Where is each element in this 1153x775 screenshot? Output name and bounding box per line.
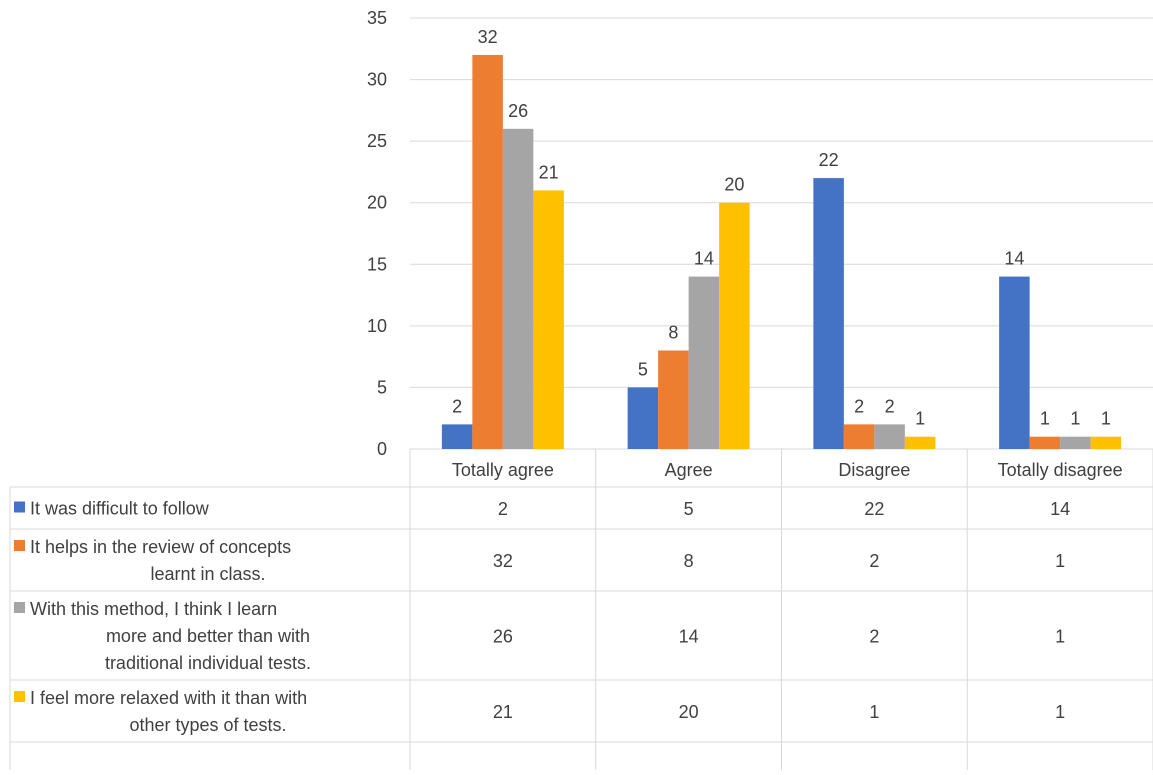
data-label: 2 xyxy=(452,396,462,416)
table-cell-value: 1 xyxy=(869,702,879,722)
legend-label: other types of tests. xyxy=(129,715,286,735)
data-label: 8 xyxy=(668,322,678,342)
data-label: 22 xyxy=(819,150,839,170)
bar xyxy=(472,54,503,449)
table-cell-value: 5 xyxy=(684,499,694,519)
table-cell-value: 2 xyxy=(869,551,879,571)
table-cell-value: 14 xyxy=(1050,499,1070,519)
legend-swatch xyxy=(14,691,25,702)
data-label: 14 xyxy=(1004,249,1024,269)
legend-label: It was difficult to follow xyxy=(30,499,210,519)
category-label: Disagree xyxy=(838,460,910,480)
table-cell-value: 32 xyxy=(493,551,513,571)
category-label: Totally agree xyxy=(452,460,554,480)
bar xyxy=(627,387,659,449)
table-cell-value: 2 xyxy=(498,499,508,519)
y-tick-label: 15 xyxy=(367,254,387,274)
legend-swatch xyxy=(14,602,25,613)
bar xyxy=(999,276,1030,449)
legend-label: It helps in the review of concepts xyxy=(30,537,291,557)
data-label: 26 xyxy=(508,101,528,121)
data-label: 14 xyxy=(694,249,714,269)
table-cell-value: 1 xyxy=(1055,627,1065,647)
legend-label: more and better than with xyxy=(106,626,310,646)
bar xyxy=(843,424,875,449)
bar xyxy=(441,424,473,449)
legend-label: I feel more relaxed with it than with xyxy=(30,688,307,708)
table-cell-value: 14 xyxy=(679,627,699,647)
bar xyxy=(904,436,936,449)
data-label: 5 xyxy=(638,359,648,379)
table-cell-value: 21 xyxy=(493,702,513,722)
data-label: 2 xyxy=(885,396,895,416)
y-tick-label: 0 xyxy=(377,439,387,459)
table-cell-value: 22 xyxy=(864,499,884,519)
data-label: 2 xyxy=(854,396,864,416)
data-label: 1 xyxy=(1040,409,1050,429)
legend-label: traditional individual tests. xyxy=(105,653,311,673)
legend-swatch xyxy=(14,540,25,551)
legend-label: With this method, I think I learn xyxy=(30,599,277,619)
data-label: 20 xyxy=(724,175,744,195)
table-cell-value: 1 xyxy=(1055,702,1065,722)
table-cell-value: 8 xyxy=(684,551,694,571)
bar xyxy=(688,276,720,449)
bar xyxy=(658,350,689,449)
y-tick-label: 35 xyxy=(367,8,387,28)
y-tick-label: 20 xyxy=(367,193,387,213)
y-tick-label: 5 xyxy=(377,377,387,397)
y-tick-label: 30 xyxy=(367,70,387,90)
table-cell-value: 20 xyxy=(679,702,699,722)
bar xyxy=(874,424,905,449)
bar xyxy=(502,128,534,450)
bar xyxy=(1090,436,1122,449)
data-label: 1 xyxy=(915,409,925,429)
data-label: 1 xyxy=(1101,409,1111,429)
data-label: 1 xyxy=(1070,409,1080,429)
table-cell-value: 1 xyxy=(1055,551,1065,571)
bar xyxy=(1060,436,1091,449)
table-cell-value: 26 xyxy=(493,627,513,647)
y-tick-label: 10 xyxy=(367,316,387,336)
legend-swatch xyxy=(14,501,25,513)
bar xyxy=(1029,436,1061,449)
category-label: Agree xyxy=(665,460,713,480)
y-tick-label: 25 xyxy=(367,131,387,151)
data-label: 32 xyxy=(478,27,498,47)
bar xyxy=(719,202,750,449)
legend-label: learnt in class. xyxy=(150,564,265,584)
table-cell-value: 2 xyxy=(869,627,879,647)
data-label: 21 xyxy=(539,162,559,182)
bar xyxy=(533,190,564,449)
bar xyxy=(813,178,844,450)
category-label: Totally disagree xyxy=(998,460,1123,480)
